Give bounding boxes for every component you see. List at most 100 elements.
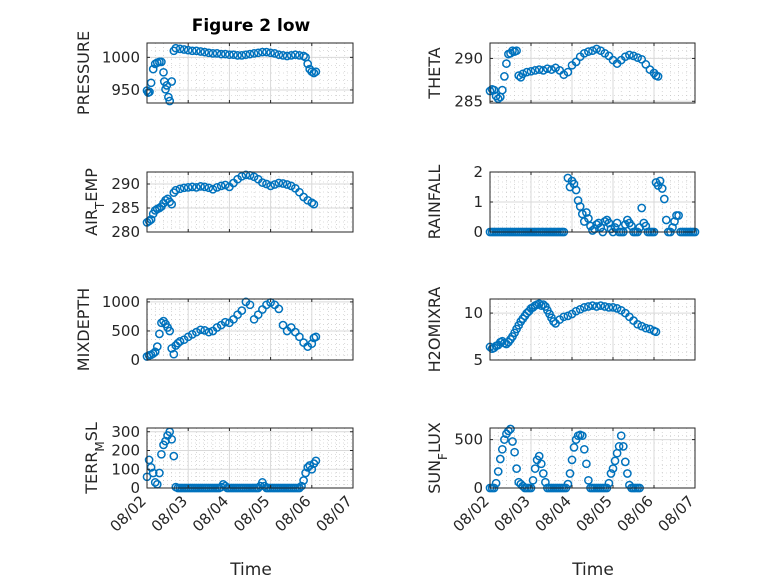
y-axis-label: TERRMSL bbox=[82, 422, 107, 495]
data-point bbox=[620, 52, 630, 62]
x-tick-label: 08/07 bbox=[655, 492, 698, 535]
y-tick-label: 285 bbox=[111, 199, 140, 217]
data-point bbox=[196, 47, 205, 56]
data-point bbox=[212, 323, 222, 332]
data-point bbox=[584, 214, 593, 223]
data-point bbox=[530, 66, 540, 75]
data-point bbox=[575, 202, 585, 211]
data-point bbox=[245, 49, 255, 59]
data-point bbox=[144, 216, 154, 226]
data-point bbox=[216, 181, 226, 191]
data-point bbox=[592, 44, 601, 54]
y-axis-label: H2OMIXRA bbox=[425, 287, 444, 373]
data-point bbox=[157, 57, 166, 67]
data-point bbox=[241, 50, 251, 60]
data-point bbox=[204, 48, 214, 58]
data-point bbox=[608, 464, 618, 473]
data-point bbox=[278, 320, 288, 330]
data-point bbox=[588, 226, 597, 235]
data-point bbox=[303, 59, 313, 69]
y-tick-label: 200 bbox=[111, 442, 140, 460]
y-tick-label: 0 bbox=[130, 351, 140, 369]
data-point bbox=[233, 310, 242, 320]
data-point bbox=[192, 183, 201, 192]
data-point bbox=[600, 217, 610, 226]
data-point bbox=[538, 66, 548, 75]
data-point bbox=[606, 469, 616, 478]
data-point bbox=[274, 178, 284, 188]
data-point bbox=[200, 47, 210, 57]
data-point bbox=[204, 183, 214, 193]
data-point bbox=[538, 300, 548, 309]
data-point bbox=[563, 311, 573, 321]
data-point bbox=[565, 469, 575, 478]
subplot-rainfall: 0 1 2 RAINFALL bbox=[425, 163, 700, 241]
data-point bbox=[145, 87, 154, 97]
data-point bbox=[612, 218, 622, 228]
x-tick-label: 08/06 bbox=[271, 492, 314, 535]
subplot-mixdepth: 0 500 1000 MIXDEPTH bbox=[74, 288, 354, 371]
data-point bbox=[278, 51, 288, 60]
data-point bbox=[502, 59, 511, 68]
data-point bbox=[303, 463, 313, 472]
data-point bbox=[253, 48, 263, 58]
data-point bbox=[309, 199, 319, 209]
data-point bbox=[600, 302, 610, 311]
y-tick-label: 290 bbox=[111, 175, 140, 193]
data-point bbox=[641, 323, 651, 333]
subplot-sun-flux: 0 500SUNFLUX08/0208/0308/0408/0508/0608/0… bbox=[425, 422, 698, 535]
y-tick-label: 2 bbox=[473, 163, 483, 181]
data-point bbox=[522, 67, 532, 77]
data-point bbox=[274, 50, 284, 60]
data-point bbox=[299, 476, 308, 485]
data-point bbox=[150, 478, 160, 487]
data-point bbox=[165, 326, 175, 336]
data-point bbox=[500, 435, 509, 444]
data-point bbox=[290, 50, 300, 60]
data-point bbox=[187, 182, 197, 192]
data-point bbox=[577, 431, 587, 441]
data-point bbox=[653, 72, 663, 81]
x-axis-label-left: Time bbox=[229, 560, 272, 580]
x-tick-label: 08/03 bbox=[491, 492, 534, 535]
data-point bbox=[171, 43, 181, 53]
data-point bbox=[582, 459, 591, 469]
data-point bbox=[253, 310, 263, 320]
data-point bbox=[491, 478, 501, 488]
data-point bbox=[167, 199, 177, 209]
data-point bbox=[518, 69, 528, 79]
y-tick-label: 1 bbox=[473, 193, 483, 211]
data-point bbox=[173, 338, 183, 348]
data-point bbox=[167, 77, 177, 86]
data-point bbox=[579, 303, 589, 312]
y-axis-label: THETA bbox=[425, 47, 444, 99]
x-tick-label: 08/04 bbox=[189, 492, 232, 535]
figure-title: Figure 2 low bbox=[192, 16, 311, 36]
data-point bbox=[196, 182, 205, 191]
data-point bbox=[241, 170, 251, 180]
data-point bbox=[575, 304, 585, 314]
data-point bbox=[307, 464, 317, 474]
data-point bbox=[220, 180, 230, 190]
data-point bbox=[192, 46, 201, 56]
y-tick-label: 5 bbox=[473, 351, 483, 369]
data-point bbox=[258, 305, 267, 314]
data-point bbox=[651, 327, 661, 337]
y-tick-label: 300 bbox=[111, 423, 140, 441]
data-point bbox=[674, 211, 683, 220]
data-point bbox=[534, 451, 544, 461]
data-point bbox=[229, 50, 238, 60]
data-point bbox=[148, 468, 158, 478]
y-tick-label: 100 bbox=[111, 460, 140, 478]
y-tick-label: 1000 bbox=[102, 48, 140, 66]
data-point bbox=[510, 447, 519, 457]
data-point bbox=[637, 321, 647, 331]
data-point bbox=[637, 54, 647, 64]
data-point bbox=[493, 94, 503, 104]
data-point bbox=[208, 184, 218, 194]
data-point bbox=[282, 51, 292, 61]
data-point bbox=[183, 45, 193, 55]
data-point bbox=[530, 464, 540, 473]
data-point bbox=[169, 349, 179, 359]
